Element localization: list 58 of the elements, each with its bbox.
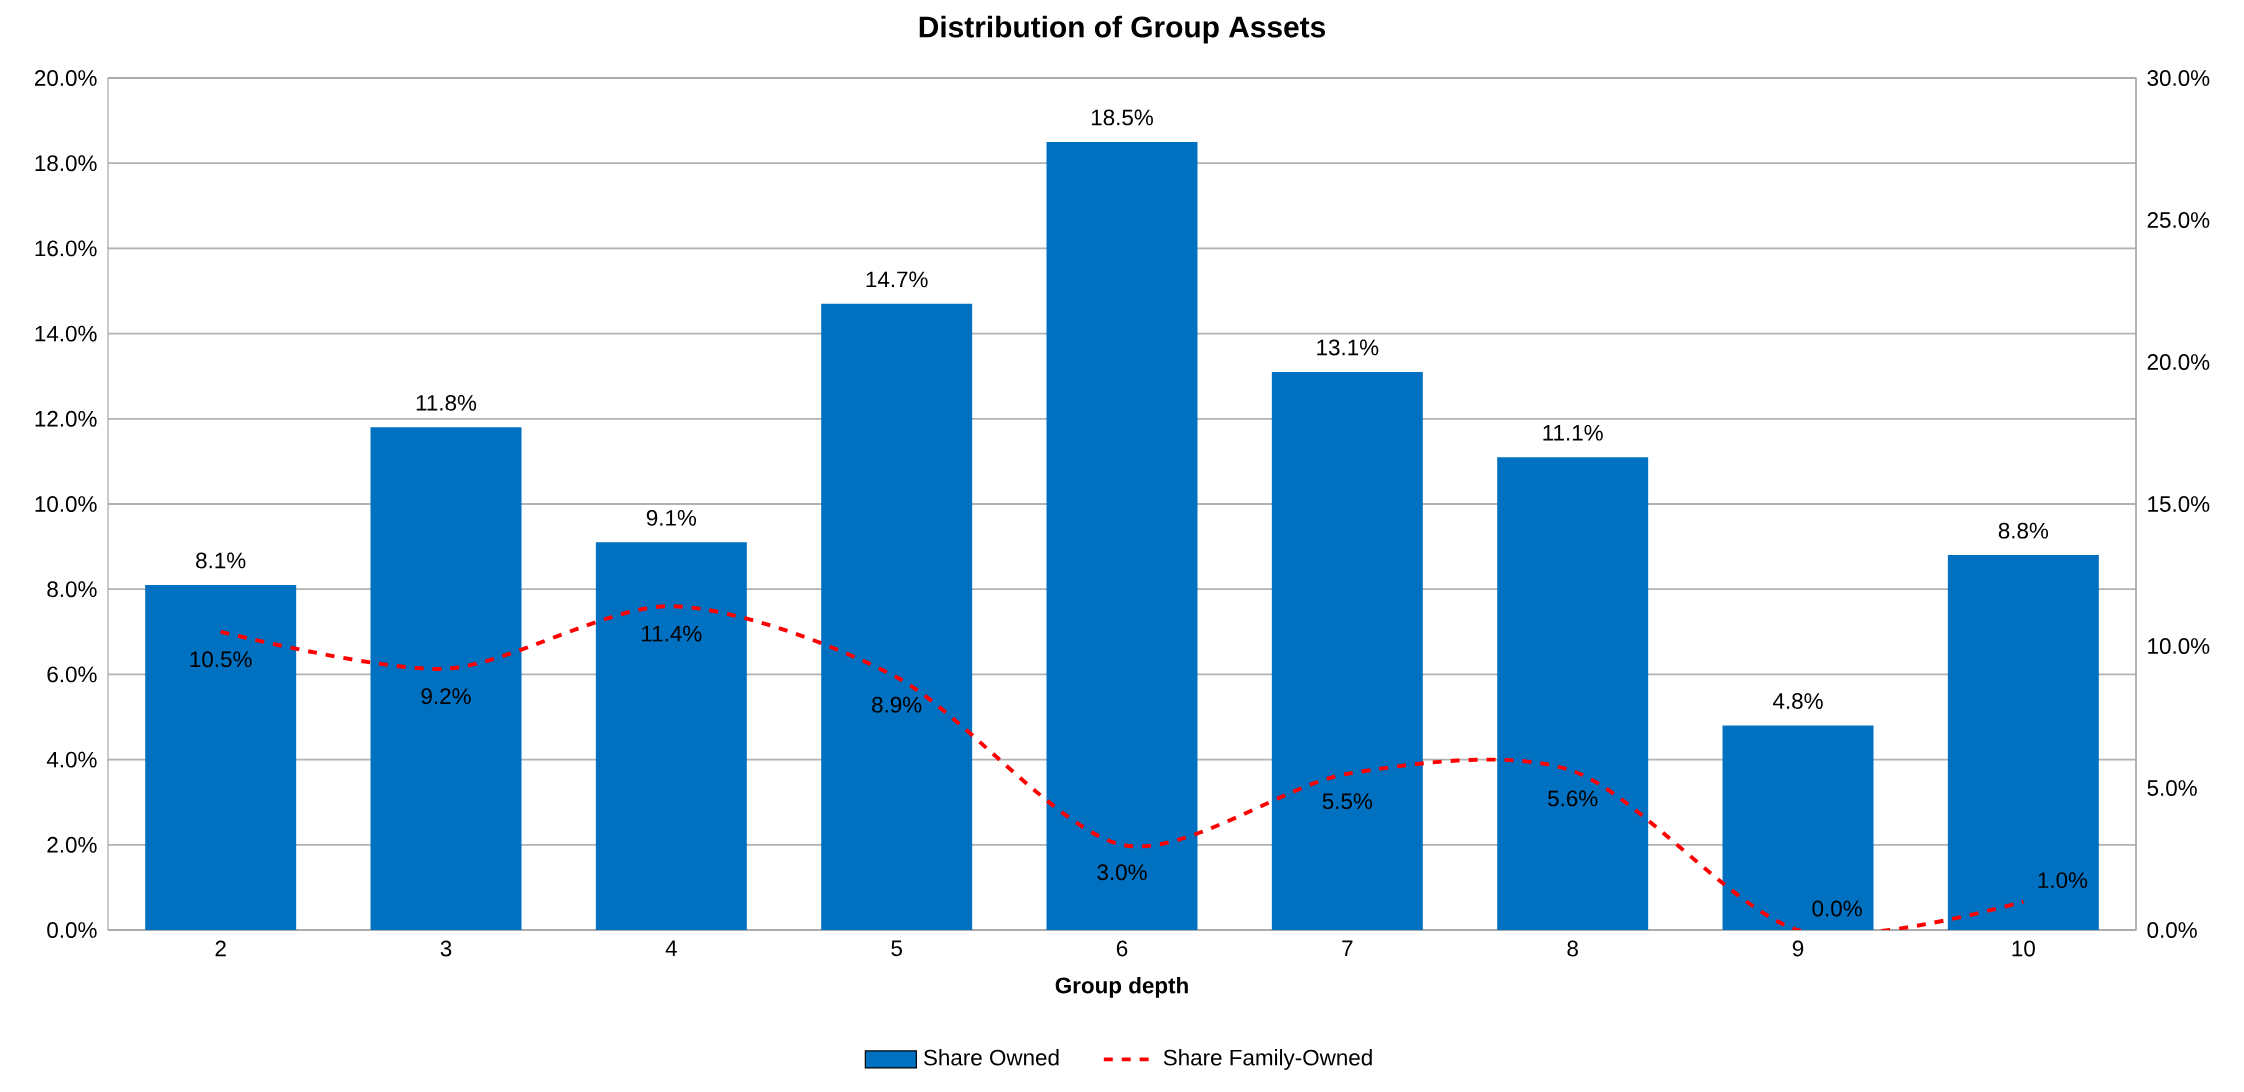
x-tick-label: 10 (2012, 940, 2035, 957)
x-tick-label: 3 (440, 940, 452, 957)
x-tick-label: 4 (665, 940, 677, 956)
bar (1722, 725, 1874, 930)
data-label: 0.0% (1812, 900, 1862, 917)
y2-tick-label: 20.0% (2147, 354, 2210, 370)
x-tick-label: 7 (1342, 940, 1353, 956)
y2-tick-label: 0.0% (2147, 922, 2197, 938)
data-label: 10.5% (190, 651, 252, 668)
data-label: 18.5% (1091, 109, 1153, 126)
data-label: 8.8% (1998, 522, 2049, 539)
y-tick-label: 18.0% (35, 155, 97, 172)
bar (1046, 141, 1198, 930)
bar (1271, 371, 1423, 930)
data-label: 11.4% (642, 625, 702, 642)
data-label: 1.0% (2038, 872, 2088, 889)
data-label: 8.1% (196, 552, 246, 569)
y-tick-label: 12.0% (35, 410, 97, 427)
bar (145, 584, 297, 930)
y-tick-label: 16.0% (35, 240, 97, 257)
bar (595, 542, 747, 930)
y-tick-label: 20.0% (35, 70, 97, 86)
x-tick-label: 8 (1567, 940, 1578, 957)
y-tick-label: 0.0% (47, 922, 97, 938)
data-label: 5.6% (1548, 790, 1598, 807)
bar (370, 427, 522, 930)
legend-label: Share Family-Owned (1163, 1049, 1372, 1070)
data-label: 9.1% (646, 509, 697, 526)
data-label: 5.5% (1322, 793, 1373, 810)
y-tick-label: 6.0% (47, 666, 97, 683)
bar (821, 303, 973, 930)
y-tick-label: 14.0% (35, 325, 97, 342)
data-label: 3.0% (1097, 864, 1147, 881)
x-tick-label: 9 (1792, 940, 1804, 957)
y-tick-label: 4.0% (46, 751, 97, 768)
y-tick-label: 8.0% (47, 581, 97, 598)
y2-tick-label: 10.0% (2148, 638, 2210, 654)
y-tick-label: 10.0% (35, 496, 97, 512)
bar (1497, 457, 1649, 930)
data-label: 8.9% (872, 696, 922, 713)
y-tick-label: 2.0% (47, 836, 97, 853)
data-label: 11.1% (1543, 424, 1603, 441)
data-label: 14.7% (866, 271, 928, 288)
x-axis-title: Group depth (1055, 976, 1188, 998)
data-label: 13.1% (1317, 339, 1379, 356)
legend-label: Share Owned (923, 1049, 1059, 1066)
x-tick-label: 6 (1116, 940, 1128, 957)
y2-tick-label: 25.0% (2147, 212, 2210, 228)
y2-tick-label: 5.0% (2147, 780, 2197, 796)
bar (1947, 555, 2099, 930)
data-label: 11.8% (416, 394, 477, 411)
y2-tick-label: 15.0% (2148, 496, 2210, 512)
data-label: 9.2% (421, 688, 471, 705)
chart-title: Distribution of Group Assets (919, 15, 1326, 44)
data-label: 4.8% (1772, 693, 1823, 709)
x-tick-label: 2 (215, 940, 226, 957)
x-tick-label: 5 (891, 940, 902, 957)
y2-tick-label: 30.0% (2147, 70, 2210, 86)
